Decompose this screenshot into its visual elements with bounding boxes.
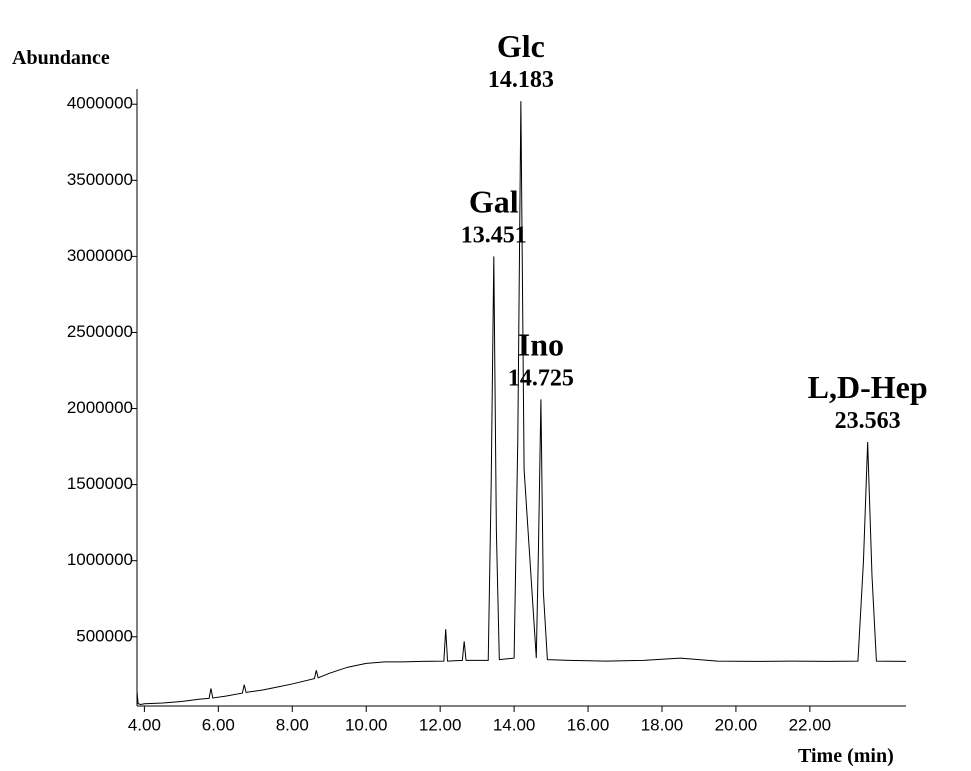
y-tick-label: 2500000 (67, 322, 133, 341)
y-tick-label: 3000000 (67, 246, 133, 265)
peak-label: Ino (518, 326, 564, 362)
y-tick-label: 1500000 (67, 474, 133, 493)
x-axis-label: Time (min) (798, 745, 894, 767)
x-tick-label: 6.00 (202, 715, 235, 734)
y-tick-label: 2000000 (67, 398, 133, 417)
y-tick-label: 500000 (76, 626, 133, 645)
x-tick-label: 16.00 (567, 715, 610, 734)
peak-time: 23.563 (835, 408, 901, 434)
x-tick-label: 14.00 (493, 715, 536, 734)
x-tick-label: 18.00 (641, 715, 684, 734)
peak-time: 14.183 (488, 67, 554, 93)
x-tick-label: 12.00 (419, 715, 462, 734)
peak-label: Gal (469, 183, 519, 219)
x-tick-label: 22.00 (789, 715, 832, 734)
y-tick-label: 3500000 (67, 170, 133, 189)
trace (136, 101, 907, 705)
y-tick-label: 1000000 (67, 550, 133, 569)
y-axis-label: Abundance (12, 47, 110, 69)
x-tick-label: 4.00 (128, 715, 161, 734)
peak-time: 14.725 (508, 365, 574, 391)
peak-label: Glc (497, 28, 545, 64)
x-tick-label: 20.00 (715, 715, 758, 734)
peak-time: 13.451 (461, 222, 527, 248)
peak-label: L,D-Hep (808, 369, 928, 405)
x-tick-label: 10.00 (345, 715, 388, 734)
x-tick-label: 8.00 (276, 715, 309, 734)
y-tick-label: 4000000 (67, 94, 133, 113)
